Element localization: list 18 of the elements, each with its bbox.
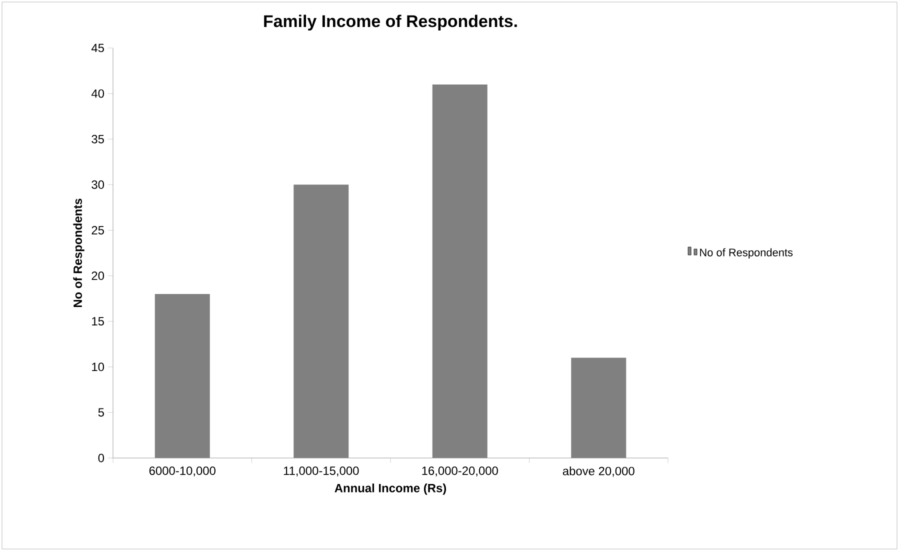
y-tick-label: 45 (91, 44, 104, 52)
y-axis-title: No of Respondents (73, 198, 84, 307)
x-axis-title: Annual Income (Rs) (334, 484, 446, 495)
y-tick-label: 10 (92, 362, 104, 372)
y-tick-label: 30 (92, 180, 104, 189)
x-tick-label: 6000-10,000 (149, 466, 216, 476)
x-tick-label: above 20,000 (562, 466, 634, 477)
legend-label: No of Respondents (700, 248, 793, 258)
x-tick-label: 16,000-20,000 (422, 466, 498, 476)
y-tick-label: 35 (92, 134, 104, 144)
x-tick-label: 11,000-15,000 (284, 466, 359, 476)
y-tick-label: 25 (92, 226, 104, 234)
y-tick-label: 0 (98, 454, 104, 462)
y-tick-label: 20 (92, 272, 104, 280)
y-tick-label: 15 (92, 317, 104, 326)
chart-title: Family Income of Respondents. (264, 14, 517, 30)
y-tick-label: 40 (91, 89, 104, 98)
y-tick-label: 5 (98, 408, 104, 417)
